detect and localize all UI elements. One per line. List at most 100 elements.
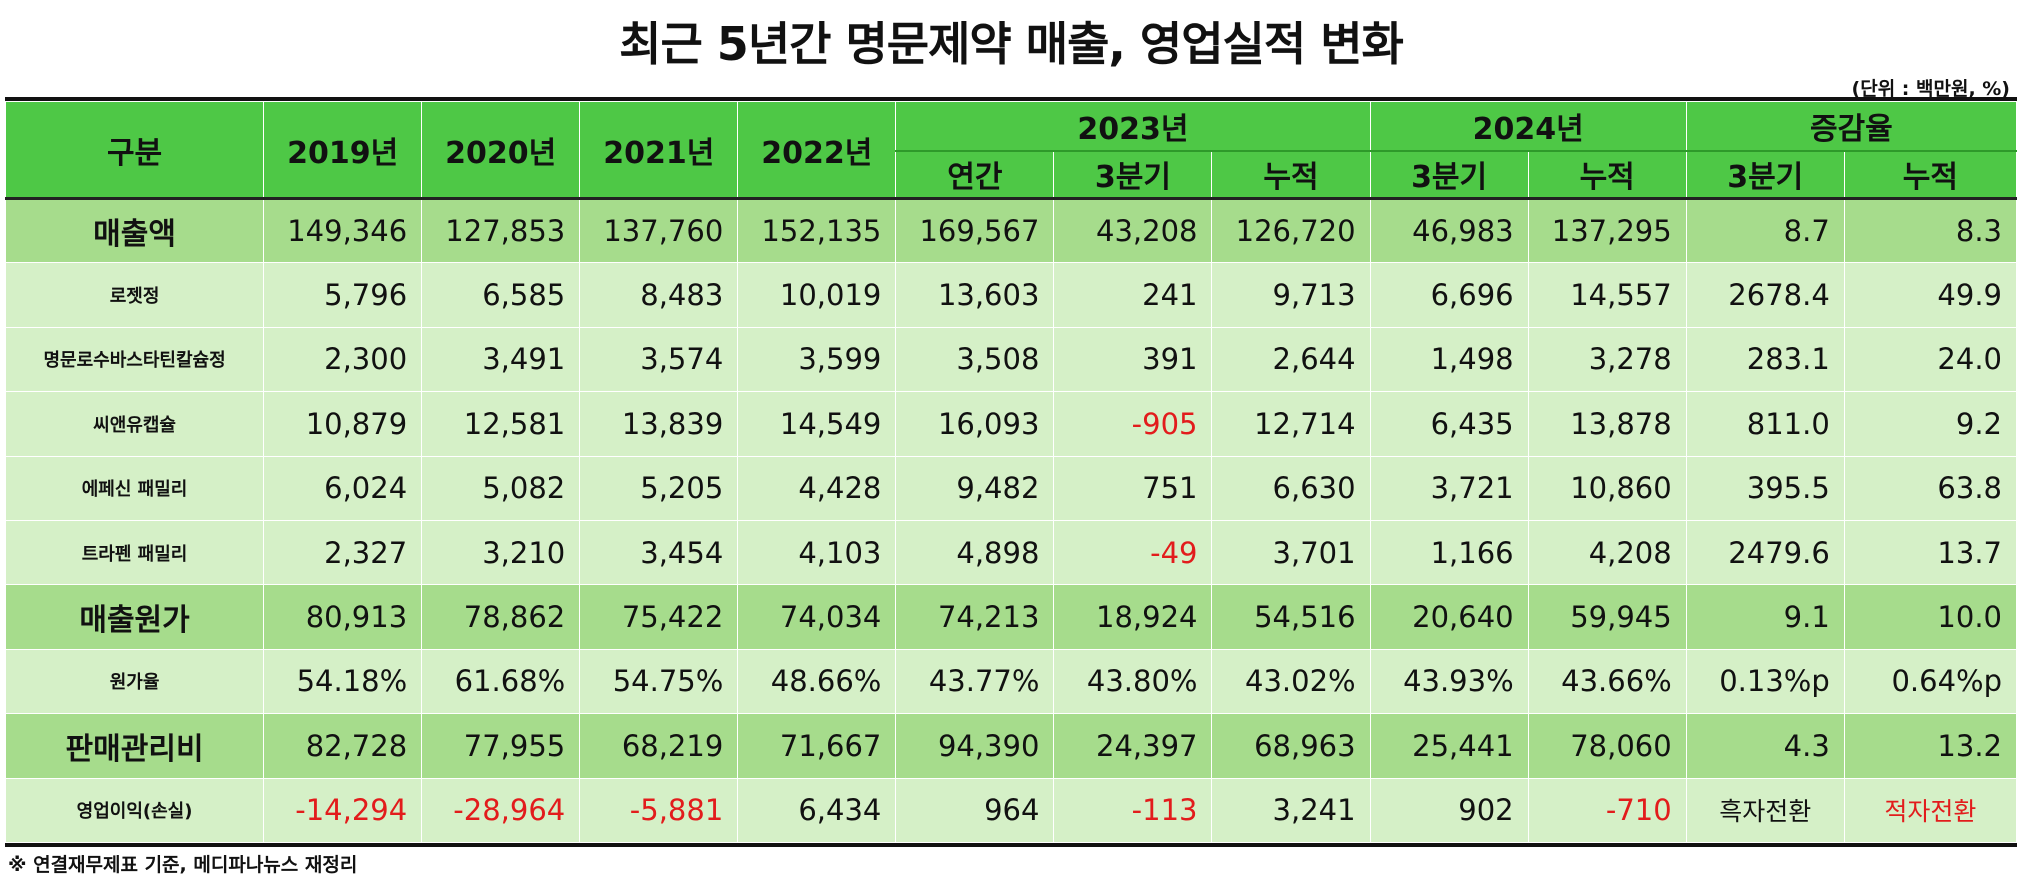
header-2024-cumulative: 누적 [1527, 149, 1687, 199]
table-cell: 43.77% [895, 648, 1055, 715]
table-cell: 3,508 [895, 326, 1055, 393]
table-cell: 흑자전환 [1685, 777, 1845, 844]
table-cell: 10.0 [1843, 584, 2018, 650]
row-label: 영업이익(손실) [4, 777, 265, 844]
table-cell: 6,434 [737, 777, 897, 844]
table-row: 로젯정 5,796 6,585 8,483 10,019 13,603 241 9,713 6,… [4, 262, 2018, 328]
header-change-cumulative: 누적 [1843, 149, 2018, 199]
table-cell: 46,983 [1369, 196, 1529, 264]
table-cell: 811.0 [1685, 391, 1845, 457]
table-cell: 3,599 [737, 326, 897, 393]
table-cell: 24.0 [1843, 326, 2018, 393]
table-cell: 169,567 [895, 196, 1055, 264]
table-cell: 59,945 [1527, 584, 1687, 650]
table-cell: 18,924 [1053, 584, 1213, 650]
header-2024-q3: 3분기 [1369, 149, 1529, 199]
table-cell: 3,701 [1211, 519, 1371, 586]
table-cell: 68,963 [1211, 713, 1371, 779]
row-label: 트라펜 패밀리 [4, 519, 265, 586]
table-cell: 3,278 [1527, 326, 1687, 393]
header-year-2019: 2019년 [263, 101, 423, 199]
table-cell: -5,881 [579, 777, 739, 844]
table-cell: -14,294 [263, 777, 423, 844]
table-row: 트라펜 패밀리 2,327 3,210 3,454 4,103 4,898 -49 3,701… [4, 519, 2018, 586]
table-cell: 137,295 [1527, 196, 1687, 264]
table-cell: 75,422 [579, 584, 739, 650]
table-cell: 13.7 [1843, 519, 2018, 586]
table-cell: 5,082 [421, 455, 581, 521]
table-row: 영업이익(손실) -14,294 -28,964 -5,881 6,434 964 -113… [4, 777, 2018, 844]
table-cell: 6,024 [263, 455, 423, 521]
financial-table: 구분 2019년 2020년 2021년 2022년 2023년 2024년 증… [4, 101, 2018, 844]
table-cell: 80,913 [263, 584, 423, 650]
table-cell: 2,644 [1211, 326, 1371, 393]
table-cell: 6,630 [1211, 455, 1371, 521]
table-cell: 20,640 [1369, 584, 1529, 650]
table-cell: -905 [1053, 391, 1213, 457]
table-row: 에페신 패밀리 6,024 5,082 5,205 4,428 9,482 751 6,630… [4, 455, 2018, 521]
table-cell: 10,860 [1527, 455, 1687, 521]
header-change-q3: 3분기 [1685, 149, 1845, 199]
table-cell: 2,300 [263, 326, 423, 393]
table-cell: 94,390 [895, 713, 1055, 779]
table-cell: -49 [1053, 519, 1213, 586]
table-cell: -28,964 [421, 777, 581, 844]
table-cell: 12,581 [421, 391, 581, 457]
table-cell: 49.9 [1843, 262, 2018, 328]
table-cell: 283.1 [1685, 326, 1845, 393]
table-cell: 54.75% [579, 648, 739, 715]
table-cell: 2479.6 [1685, 519, 1845, 586]
page-title: 최근 5년간 명문제약 매출, 영업실적 변화 [619, 17, 1404, 71]
table-cell: 902 [1369, 777, 1529, 844]
table-cell: 9,482 [895, 455, 1055, 521]
row-label: 명문로수바스타틴칼슘정 [4, 326, 265, 393]
table-row: 판매관리비 82,728 77,955 68,219 71,667 94,390 24,39… [4, 713, 2018, 779]
table-cell: 68,219 [579, 713, 739, 779]
table-cell: 241 [1053, 262, 1213, 328]
table-cell: 137,760 [579, 196, 739, 264]
table-cell: 4,208 [1527, 519, 1687, 586]
unit-note: (단위 : 백만원, %) [1851, 78, 2010, 100]
table-cell: 4.3 [1685, 713, 1845, 779]
table-row: 명문로수바스타틴칼슘정 2,300 3,491 3,574 3,599 3,508 391 2… [4, 326, 2018, 393]
table-cell: 9,713 [1211, 262, 1371, 328]
table-cell: 74,034 [737, 584, 897, 650]
header-year-2021: 2021년 [579, 101, 739, 199]
table-cell: 5,796 [263, 262, 423, 328]
table-cell: 8.3 [1843, 196, 2018, 264]
table-cell: 3,574 [579, 326, 739, 393]
table-cell: 16,093 [895, 391, 1055, 457]
table-cell: 126,720 [1211, 196, 1371, 264]
table-cell: 14,549 [737, 391, 897, 457]
table-cell: 77,955 [421, 713, 581, 779]
table-cell: 964 [895, 777, 1055, 844]
table-cell: 3,491 [421, 326, 581, 393]
row-label: 에페신 패밀리 [4, 455, 265, 521]
header-category: 구분 [4, 101, 265, 199]
table-cell: 13.2 [1843, 713, 2018, 779]
header-2023-annual: 연간 [895, 149, 1055, 199]
header-group-2023: 2023년 [895, 101, 1371, 152]
table-row: 매출원가 80,913 78,862 75,422 74,034 74,213 18,924… [4, 584, 2018, 650]
table-cell: 82,728 [263, 713, 423, 779]
table-cell: 4,103 [737, 519, 897, 586]
table-cell: 48.66% [737, 648, 897, 715]
table-cell: 9.1 [1685, 584, 1845, 650]
table-cell: 149,346 [263, 196, 423, 264]
source-note: ※ 연결재무제표 기준, 메디파나뉴스 재정리 [8, 854, 358, 876]
row-label: 매출액 [4, 196, 265, 264]
table-cell: 1,166 [1369, 519, 1529, 586]
table-cell: 751 [1053, 455, 1213, 521]
table-cell: 3,241 [1211, 777, 1371, 844]
table-cell: 10,019 [737, 262, 897, 328]
row-label: 로젯정 [4, 262, 265, 328]
table-cell: 6,696 [1369, 262, 1529, 328]
table-cell: 10,879 [263, 391, 423, 457]
table-cell: 3,454 [579, 519, 739, 586]
header-2023-cumulative: 누적 [1211, 149, 1371, 199]
table-cell: 8,483 [579, 262, 739, 328]
table-cell: 12,714 [1211, 391, 1371, 457]
table-cell: 71,667 [737, 713, 897, 779]
table-cell: 43.02% [1211, 648, 1371, 715]
header-group-change: 증감율 [1685, 101, 2018, 152]
